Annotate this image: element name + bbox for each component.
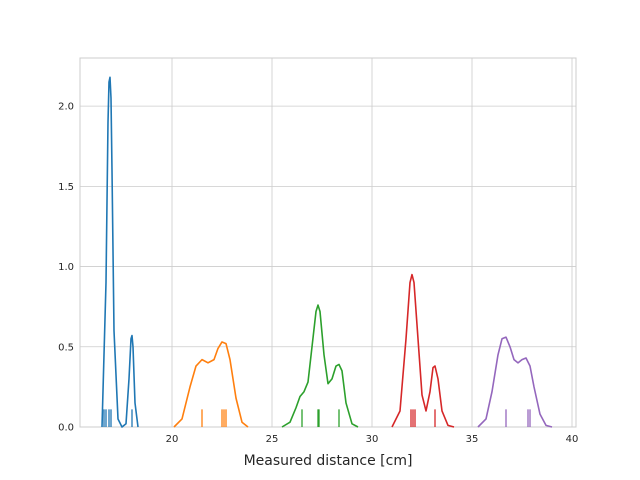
- grid: [80, 58, 576, 428]
- y-tick-label: 0.5: [58, 342, 74, 353]
- kde-series-4-line: [391, 273, 455, 428]
- y-tick-label: 1.0: [58, 262, 74, 273]
- kde-series-5-line: [477, 336, 553, 428]
- x-axis-label: Measured distance [cm]: [244, 453, 413, 469]
- x-tick-label: 25: [266, 434, 279, 445]
- y-tick-label: 1.5: [58, 182, 74, 193]
- series-layer: [101, 76, 553, 428]
- x-tick-label: 40: [566, 434, 579, 445]
- plot-frame: [79, 57, 577, 428]
- kde-series-3-line: [281, 304, 359, 428]
- x-tick-label: 35: [466, 434, 479, 445]
- y-tick-label: 2.0: [58, 102, 74, 113]
- rug-layer: [103, 409, 531, 427]
- y-tick-labels: 0.0 0.5 1.0 1.5 2.0: [58, 102, 74, 434]
- kde-series-1-line: [101, 76, 139, 428]
- x-tick-label: 20: [166, 434, 179, 445]
- y-tick-label: 0.0: [58, 423, 74, 434]
- x-tick-label: 30: [366, 434, 379, 445]
- kde-series-2-line: [173, 341, 249, 428]
- x-tick-labels: 20 25 30 35 40: [166, 434, 579, 445]
